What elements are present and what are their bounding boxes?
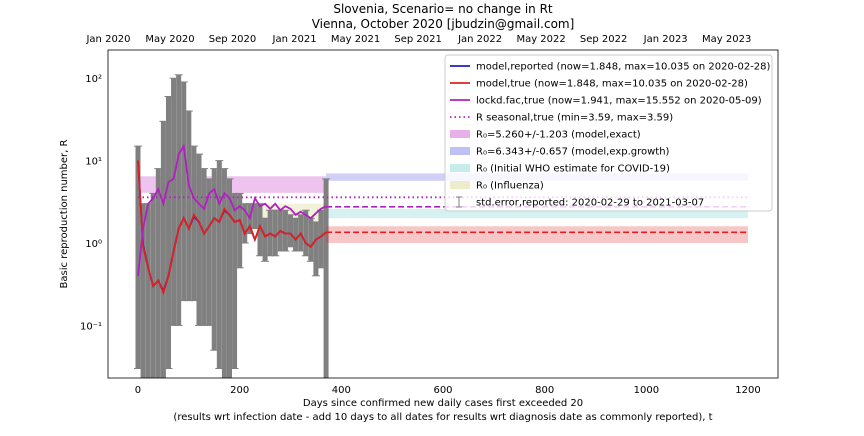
- x-axis-label-2: (results wrt infection date - add 10 day…: [173, 412, 712, 423]
- x-axis-label: Days since confirmed new daily cases fir…: [303, 398, 583, 409]
- plot-frame: [107, 49, 779, 379]
- series-line: [137, 143, 327, 276]
- y-tick-label: 10²: [85, 74, 102, 85]
- chart-subtitle: Vienna, October 2020 [jbudzin@gmail.com]: [312, 17, 575, 31]
- x2-tick-label: Jan 2022: [457, 34, 502, 45]
- legend-label: R seasonal,true (min=3.59, max=3.59): [476, 113, 673, 124]
- x-tick-label: 400: [332, 385, 351, 396]
- legend-label: R₀ (Initial WHO estimate for COVID-19): [476, 164, 670, 175]
- x-tick-label: 1200: [735, 385, 760, 396]
- x2-tick-label: May 2020: [145, 34, 194, 45]
- y-tick-label: 10⁰: [85, 239, 102, 250]
- legend-label: R₀ (Influenza): [476, 181, 544, 192]
- x-tick-label: 0: [135, 385, 141, 396]
- x2-tick-label: May 2021: [331, 34, 380, 45]
- x-tick-label: 800: [535, 385, 554, 396]
- legend-swatch: [450, 181, 470, 189]
- chart-title: Slovenia, Scenario= no change in Rt: [333, 2, 553, 16]
- legend-label: R₀=5.260+/-1.203 (model,exact): [476, 130, 641, 141]
- legend-swatch: [450, 130, 470, 138]
- legend: model,reported (now=1.848, max=10.035 on…: [444, 54, 773, 212]
- legend-box: [444, 54, 773, 212]
- y-tick-label: 10⁻¹: [80, 321, 102, 332]
- legend-label: std.error,reported: 2020-02-29 to 2021-0…: [476, 198, 704, 209]
- legend-label: R₀=6.343+/-0.657 (model,exp.growth): [476, 147, 670, 158]
- y-tick-label: 10¹: [85, 157, 102, 168]
- x-tick-label: 600: [433, 385, 452, 396]
- legend-label: model,reported (now=1.848, max=10.035 on…: [476, 62, 771, 73]
- axes: 0 200 400 600 800 1000 1200 Jan 2020 May 2020 Sep…: [80, 34, 761, 396]
- band: [326, 208, 749, 219]
- x2-tick-label: Sep 2020: [209, 34, 256, 45]
- plot-area: [133, 74, 749, 378]
- legend-label: model,true (now=1.848, max=10.035 on 202…: [476, 79, 748, 90]
- series-line: [137, 160, 327, 296]
- x2-tick-label: May 2022: [516, 34, 565, 45]
- x2-tick-label: May 2023: [702, 34, 751, 45]
- x-tick-label: 1000: [634, 385, 659, 396]
- x2-tick-label: Sep 2022: [580, 34, 627, 45]
- projection-band: [326, 226, 748, 243]
- legend-swatch: [450, 164, 470, 172]
- legend-swatch: [450, 147, 470, 155]
- x2-tick-label: Jan 2020: [85, 34, 130, 45]
- y-axis-label: Basic reproduction number, R: [59, 139, 70, 288]
- x2-tick-label: Jan 2023: [643, 34, 688, 45]
- x2-tick-label: Jan 2021: [272, 34, 317, 45]
- legend-label: lockd.fac,true (now=1.941, max=15.552 on…: [476, 96, 762, 107]
- x-tick-label: 200: [230, 385, 249, 396]
- x2-tick-label: Sep 2021: [394, 34, 441, 45]
